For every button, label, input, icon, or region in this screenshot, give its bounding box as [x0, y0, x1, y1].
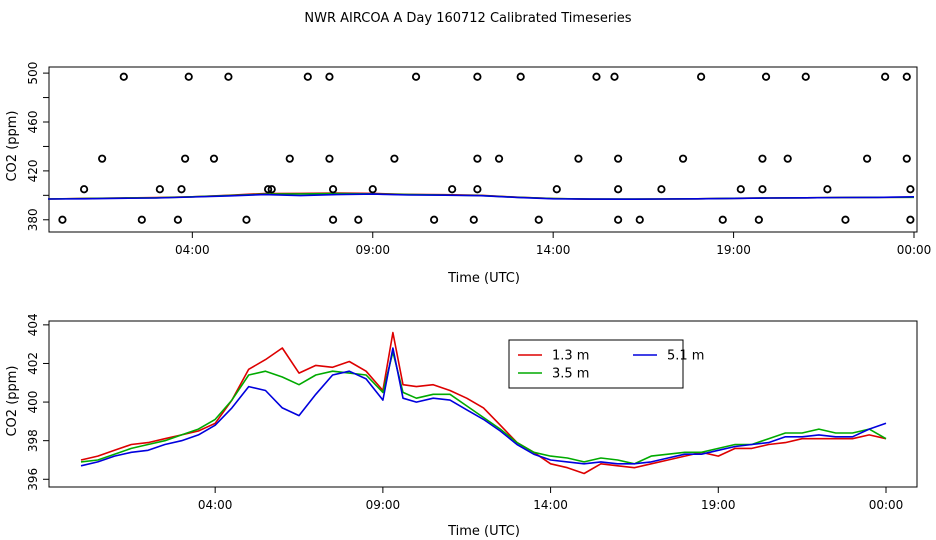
bottom-ylabel: CO2 (ppm) — [5, 365, 20, 436]
top-data-point — [736, 185, 745, 194]
top-y-tick-label: 420 — [26, 159, 40, 182]
top-data-point — [325, 154, 334, 163]
chart-title: NWR AIRCOA A Day 160712 Calibrated Times… — [304, 11, 631, 26]
top-data-point — [473, 185, 482, 194]
bottom-y-tick-label: 404 — [26, 313, 40, 336]
top-data-point — [264, 185, 273, 194]
top-y-tick-label: 500 — [26, 62, 40, 85]
top-data-point — [173, 215, 182, 224]
legend-label: 1.3 m — [552, 349, 589, 364]
top-x-tick-label: 19:00 — [716, 243, 751, 257]
top-data-point — [552, 185, 561, 194]
top-data-point — [411, 72, 421, 81]
top-data-point — [429, 215, 439, 224]
top-data-point — [906, 215, 915, 224]
top-data-point — [494, 154, 504, 163]
bottom-xlabel: Time (UTC) — [447, 524, 520, 539]
top-data-point — [697, 72, 706, 81]
legend-label: 3.5 m — [552, 367, 589, 382]
top-data-point — [902, 154, 911, 163]
top-data-point — [177, 185, 186, 194]
top-data-point — [592, 72, 601, 81]
top-xlabel: Time (UTC) — [447, 271, 520, 286]
top-data-point — [303, 72, 312, 81]
legend-label: 5.1 m — [667, 349, 704, 364]
top-data-point — [754, 215, 763, 224]
top-data-point — [79, 185, 89, 194]
top-data-point — [614, 185, 623, 194]
top-trace-line-2 — [47, 193, 915, 200]
bottom-x-tick-label: 19:00 — [701, 498, 736, 512]
top-data-point — [823, 185, 832, 194]
top-data-point — [473, 72, 482, 81]
top-data-point — [761, 72, 771, 81]
top-data-point — [862, 154, 872, 163]
top-data-point — [678, 154, 688, 163]
bottom-y-tick-label: 402 — [26, 352, 40, 375]
top-data-point — [119, 72, 128, 81]
top-x-tick-label: 00:00 — [897, 243, 932, 257]
top-data-point — [783, 154, 792, 163]
top-data-point — [902, 72, 911, 81]
top-data-point — [534, 215, 543, 224]
top-data-point — [635, 215, 644, 224]
top-data-point — [58, 215, 67, 224]
top-data-point — [181, 154, 190, 163]
top-data-point — [801, 72, 810, 81]
top-data-point — [758, 185, 767, 194]
bottom-y-tick-label: 398 — [26, 429, 40, 452]
top-data-point — [98, 154, 107, 163]
top-data-point — [758, 154, 767, 163]
top-plot-frame — [48, 66, 918, 233]
bottom-panel: CO2 (ppm) Time (UTC) 04:00 09:00 14:00 19:0… — [5, 313, 918, 539]
top-data-point — [368, 185, 377, 194]
top-x-tick-label: 09:00 — [355, 243, 390, 257]
top-data-point — [516, 72, 525, 81]
legend: 1.3 m 3.5 m 5.1 m — [508, 339, 704, 389]
top-data-point — [285, 154, 294, 163]
top-ylabel: CO2 (ppm) — [5, 110, 20, 181]
top-data-point — [354, 215, 363, 224]
top-y-tick-label: 380 — [26, 208, 40, 231]
top-data-point — [610, 72, 619, 81]
top-data-point — [574, 154, 583, 163]
bottom-x-tick-label: 04:00 — [198, 498, 233, 512]
top-data-point — [906, 185, 915, 194]
top-data-point — [448, 185, 457, 194]
bottom-x-tick-label: 00:00 — [869, 498, 904, 512]
legend-box — [508, 339, 684, 389]
top-data-point — [155, 185, 164, 194]
top-data-point — [657, 185, 666, 194]
top-data-point — [267, 185, 276, 194]
bottom-y-tick-label: 400 — [26, 391, 40, 414]
top-data-point — [614, 154, 623, 163]
top-data-point — [718, 215, 727, 224]
bottom-x-tick-label: 14:00 — [533, 498, 568, 512]
top-data-point — [881, 72, 890, 81]
top-data-point — [184, 72, 193, 81]
top-y-tick-label: 460 — [26, 111, 40, 134]
top-x-tick-label: 04:00 — [175, 243, 210, 257]
top-data-point — [224, 72, 233, 81]
top-data-point — [469, 215, 478, 224]
bottom-series-line-13m — [80, 331, 887, 475]
top-data-point — [841, 215, 850, 224]
bottom-series-line-51m — [80, 347, 887, 467]
bottom-y-tick-label: 396 — [26, 468, 40, 491]
top-data-point — [325, 72, 334, 81]
bottom-x-tick-label: 09:00 — [366, 498, 401, 512]
top-x-tick-label: 14:00 — [536, 243, 571, 257]
top-data-point — [473, 154, 482, 163]
top-panel: CO2 (ppm) Time (UTC) 04:00 09:00 14:00 19:0… — [5, 62, 931, 286]
top-data-point — [137, 215, 146, 224]
top-data-point — [614, 215, 623, 224]
bottom-plot-frame — [48, 320, 918, 488]
top-data-point — [242, 215, 251, 224]
top-data-point — [390, 154, 399, 163]
top-data-point — [328, 185, 338, 194]
top-data-point — [209, 154, 219, 163]
top-data-point — [328, 215, 338, 224]
